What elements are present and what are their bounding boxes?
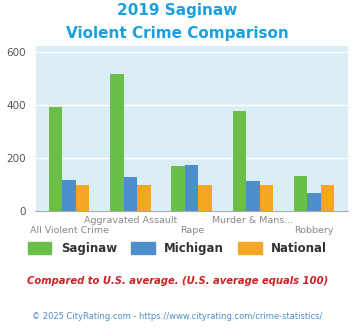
- Bar: [260, 184, 273, 211]
- Bar: [171, 167, 185, 211]
- Bar: [321, 184, 334, 211]
- Bar: [185, 165, 198, 211]
- Text: Rape: Rape: [180, 226, 204, 235]
- Legend: Saginaw, Michigan, National: Saginaw, Michigan, National: [23, 237, 332, 259]
- Text: Violent Crime Comparison: Violent Crime Comparison: [66, 26, 289, 41]
- Text: Murder & Mans...: Murder & Mans...: [212, 216, 294, 225]
- Bar: [198, 184, 212, 211]
- Bar: [307, 193, 321, 211]
- Text: 2019 Saginaw: 2019 Saginaw: [117, 3, 238, 18]
- Text: Aggravated Assault: Aggravated Assault: [84, 216, 177, 225]
- Bar: [137, 184, 151, 211]
- Bar: [110, 74, 124, 211]
- Text: All Violent Crime: All Violent Crime: [30, 226, 109, 235]
- Bar: [233, 111, 246, 211]
- Bar: [49, 107, 62, 211]
- Text: Robbery: Robbery: [294, 226, 334, 235]
- Bar: [124, 177, 137, 211]
- Text: Compared to U.S. average. (U.S. average equals 100): Compared to U.S. average. (U.S. average …: [27, 276, 328, 285]
- Bar: [246, 181, 260, 211]
- Bar: [294, 176, 307, 211]
- Bar: [76, 184, 89, 211]
- Text: © 2025 CityRating.com - https://www.cityrating.com/crime-statistics/: © 2025 CityRating.com - https://www.city…: [32, 312, 323, 321]
- Bar: [62, 180, 76, 211]
